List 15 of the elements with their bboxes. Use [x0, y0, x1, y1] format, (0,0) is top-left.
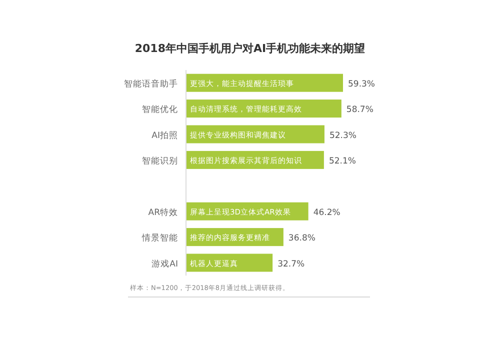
data-label: 52.3% [329, 130, 356, 141]
data-label: 58.7% [346, 105, 374, 116]
data-label: 46.2% [313, 208, 340, 218]
y-tick-label: AI拍照 [152, 130, 178, 141]
y-tick-label: 智能识别 [142, 155, 178, 166]
data-label: 52.1% [328, 156, 356, 166]
y-tick-label: 智能语音助手 [124, 78, 178, 90]
y-tick-label: AR特效 [148, 206, 178, 218]
data-label: 32.7% [278, 259, 305, 270]
y-tick-label: 智能优化 [142, 104, 178, 116]
chart-title: 2018年中国手机用户对AI手机功能未来的期望 [134, 42, 366, 55]
data-label: 59.3% [348, 79, 376, 90]
y-tick-label: 情景智能 [141, 232, 178, 244]
y-tick-label: 游戏AI [152, 258, 178, 270]
data-label: 36.8% [288, 234, 316, 244]
